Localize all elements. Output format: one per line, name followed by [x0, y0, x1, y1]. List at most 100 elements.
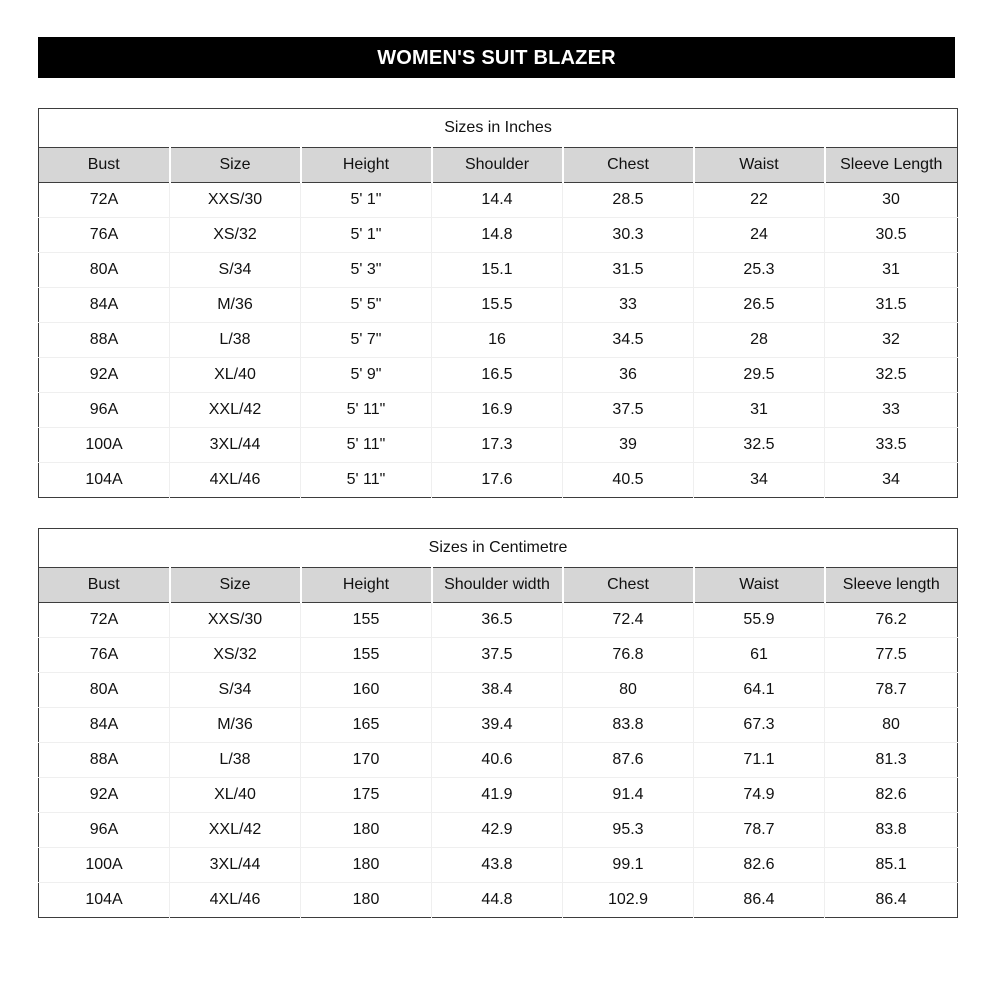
table-cell: 77.5 [824, 637, 958, 673]
table-cell: S/34 [169, 252, 301, 288]
page-title-banner: WOMEN'S SUIT BLAZER [38, 37, 955, 78]
column-header-chest: Chest [562, 567, 695, 603]
table-cell: XXS/30 [169, 182, 301, 218]
table-cell: 155 [300, 602, 432, 638]
table-cell: 34.5 [562, 322, 694, 358]
table-cell: 96A [38, 812, 170, 848]
table-cell: 180 [300, 882, 432, 918]
table-cell: 175 [300, 777, 432, 813]
column-header-bust: Bust [38, 567, 171, 603]
table-cell: 5' 1" [300, 182, 432, 218]
table-cell: 170 [300, 742, 432, 778]
table-cell: 99.1 [562, 847, 694, 883]
table-cell: 43.8 [431, 847, 563, 883]
table-cell: 31 [693, 392, 825, 428]
table-cell: 28.5 [562, 182, 694, 218]
table-cell: 37.5 [431, 637, 563, 673]
table-row: 88A L/38 170 40.6 87.6 71.1 81.3 [38, 742, 958, 778]
table-cell: XXL/42 [169, 392, 301, 428]
table-cell: 17.3 [431, 427, 563, 463]
table-cell: L/38 [169, 742, 301, 778]
table-cell: 30 [824, 182, 958, 218]
table-cell: 38.4 [431, 672, 563, 708]
table-cell: M/36 [169, 287, 301, 323]
table-cell: 87.6 [562, 742, 694, 778]
table-cell: 4XL/46 [169, 882, 301, 918]
table-cell: 78.7 [693, 812, 825, 848]
table-row: 104A 4XL/46 180 44.8 102.9 86.4 86.4 [38, 882, 958, 918]
table-cell: 180 [300, 812, 432, 848]
table-cell: 5' 9" [300, 357, 432, 393]
table-cell: 74.9 [693, 777, 825, 813]
table-cell: 76.2 [824, 602, 958, 638]
table-cell: 180 [300, 847, 432, 883]
column-header-height: Height [300, 567, 433, 603]
table-header-row: Bust Size Height Shoulder width Chest Wa… [38, 567, 958, 603]
table-cell: XXS/30 [169, 602, 301, 638]
table-cell: 5' 11" [300, 462, 432, 498]
table-body: 72A XXS/30 5' 1" 14.4 28.5 22 30 76A XS/32 5' 1" 1… [38, 182, 958, 498]
table-cell: 165 [300, 707, 432, 743]
table-cell: 83.8 [562, 707, 694, 743]
table-row: 76A XS/32 155 37.5 76.8 61 77.5 [38, 637, 958, 673]
table-cell: 15.5 [431, 287, 563, 323]
table-cell: 36 [562, 357, 694, 393]
table-cell: 100A [38, 847, 170, 883]
table-row: 80A S/34 5' 3" 15.1 31.5 25.3 31 [38, 252, 958, 288]
table-cell: 5' 11" [300, 427, 432, 463]
table-cell: 155 [300, 637, 432, 673]
table-row: 96A XXL/42 180 42.9 95.3 78.7 83.8 [38, 812, 958, 848]
table-row: 92A XL/40 175 41.9 91.4 74.9 82.6 [38, 777, 958, 813]
table-cell: 31 [824, 252, 958, 288]
table-cell: 24 [693, 217, 825, 253]
table-cell: 160 [300, 672, 432, 708]
table-cell: 67.3 [693, 707, 825, 743]
column-header-waist: Waist [693, 567, 826, 603]
table-cell: 72A [38, 602, 170, 638]
table-cell: 28 [693, 322, 825, 358]
table-cell: 80 [562, 672, 694, 708]
table-cell: 33 [562, 287, 694, 323]
table-cell: 64.1 [693, 672, 825, 708]
table-cell: 36.5 [431, 602, 563, 638]
table-cell: 72.4 [562, 602, 694, 638]
table-cell: L/38 [169, 322, 301, 358]
table-cell: 76.8 [562, 637, 694, 673]
table-cell: 5' 1" [300, 217, 432, 253]
table-subtitle: Sizes in Inches [38, 108, 958, 148]
column-header-sleeve-length: Sleeve length [824, 567, 958, 603]
table-cell: 44.8 [431, 882, 563, 918]
table-cell: 102.9 [562, 882, 694, 918]
column-header-height: Height [300, 147, 433, 183]
table-cell: XL/40 [169, 357, 301, 393]
column-header-chest: Chest [562, 147, 695, 183]
table-header-row: Bust Size Height Shoulder Chest Waist Sl… [38, 147, 958, 183]
table-cell: 78.7 [824, 672, 958, 708]
table-cell: 61 [693, 637, 825, 673]
table-cell: 4XL/46 [169, 462, 301, 498]
table-subtitle: Sizes in Centimetre [38, 528, 958, 568]
table-cell: XXL/42 [169, 812, 301, 848]
table-cell: 5' 7" [300, 322, 432, 358]
table-cell: 5' 3" [300, 252, 432, 288]
table-cell: 84A [38, 287, 170, 323]
table-cell: 40.5 [562, 462, 694, 498]
table-cell: 34 [693, 462, 825, 498]
table-cell: 16.9 [431, 392, 563, 428]
table-cell: 14.8 [431, 217, 563, 253]
table-cell: 76A [38, 637, 170, 673]
column-header-shoulder-width: Shoulder width [431, 567, 564, 603]
table-row: 96A XXL/42 5' 11" 16.9 37.5 31 33 [38, 392, 958, 428]
table-cell: 29.5 [693, 357, 825, 393]
table-subtitle-row: Sizes in Centimetre [38, 528, 958, 568]
table-row: 88A L/38 5' 7" 16 34.5 28 32 [38, 322, 958, 358]
size-table-centimetre: Sizes in Centimetre Bust Size Height Sho… [38, 528, 959, 918]
table-cell: 33 [824, 392, 958, 428]
table-cell: 71.1 [693, 742, 825, 778]
table-cell: 84A [38, 707, 170, 743]
table-cell: 30.5 [824, 217, 958, 253]
table-cell: 3XL/44 [169, 847, 301, 883]
table-row: 76A XS/32 5' 1" 14.8 30.3 24 30.5 [38, 217, 958, 253]
table-cell: 31.5 [562, 252, 694, 288]
